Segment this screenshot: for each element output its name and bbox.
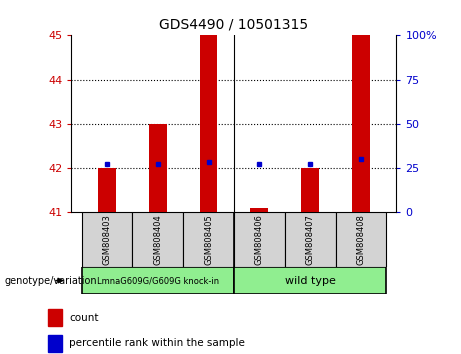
Text: genotype/variation: genotype/variation xyxy=(5,275,97,286)
Text: count: count xyxy=(69,313,99,323)
FancyBboxPatch shape xyxy=(336,212,386,267)
Bar xyxy=(48,335,62,352)
FancyBboxPatch shape xyxy=(82,267,234,294)
Bar xyxy=(301,168,319,212)
Bar xyxy=(98,168,116,212)
Text: wild type: wild type xyxy=(285,275,336,286)
Bar xyxy=(352,35,370,212)
Title: GDS4490 / 10501315: GDS4490 / 10501315 xyxy=(160,17,308,32)
FancyBboxPatch shape xyxy=(82,212,132,267)
FancyBboxPatch shape xyxy=(132,212,183,267)
Text: GSM808407: GSM808407 xyxy=(306,215,314,265)
Text: GSM808406: GSM808406 xyxy=(255,215,264,265)
FancyBboxPatch shape xyxy=(183,212,234,267)
Bar xyxy=(48,309,62,326)
Text: percentile rank within the sample: percentile rank within the sample xyxy=(69,338,245,348)
Bar xyxy=(200,35,218,212)
Bar xyxy=(250,208,268,212)
FancyBboxPatch shape xyxy=(285,212,336,267)
FancyBboxPatch shape xyxy=(234,267,386,294)
Text: LmnaG609G/G609G knock-in: LmnaG609G/G609G knock-in xyxy=(97,276,219,285)
Text: GSM808403: GSM808403 xyxy=(102,215,112,265)
Bar xyxy=(149,124,167,212)
Text: GSM808404: GSM808404 xyxy=(154,215,162,265)
FancyBboxPatch shape xyxy=(234,212,285,267)
Text: GSM808405: GSM808405 xyxy=(204,215,213,265)
Text: GSM808408: GSM808408 xyxy=(356,215,366,265)
